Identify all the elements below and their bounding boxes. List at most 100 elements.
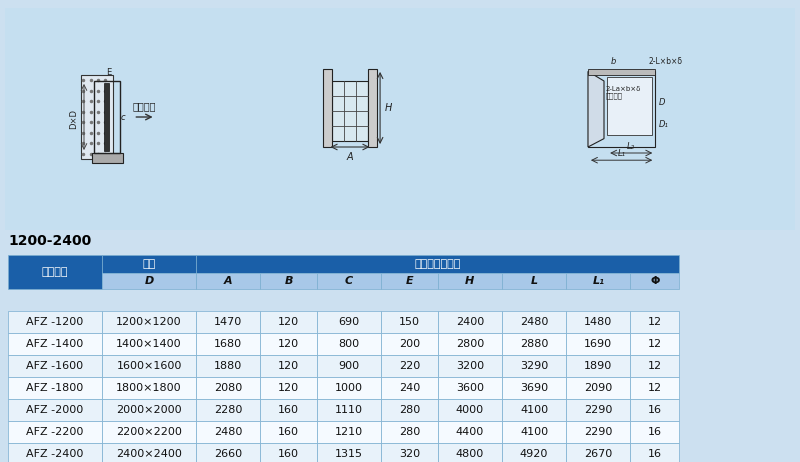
Bar <box>8 255 102 289</box>
Bar <box>323 69 333 147</box>
Text: L₁: L₁ <box>618 149 626 158</box>
Bar <box>381 443 438 462</box>
Bar <box>566 377 630 399</box>
Text: 1680: 1680 <box>214 339 242 349</box>
Bar <box>502 399 566 421</box>
Bar <box>261 311 317 333</box>
Text: 16: 16 <box>648 449 662 459</box>
Text: 160: 160 <box>278 449 299 459</box>
Bar <box>502 421 566 443</box>
Text: AFZ -1600: AFZ -1600 <box>26 361 84 371</box>
Polygon shape <box>588 72 604 147</box>
Text: D₁: D₁ <box>658 120 668 128</box>
Bar <box>630 355 679 377</box>
Text: 160: 160 <box>278 427 299 437</box>
Bar <box>630 333 679 355</box>
Text: AFZ -2200: AFZ -2200 <box>26 427 84 437</box>
Bar <box>630 443 679 462</box>
Bar <box>196 255 679 273</box>
Text: Φ: Φ <box>650 276 659 286</box>
Bar <box>102 443 196 462</box>
Bar <box>8 443 102 462</box>
Text: 2800: 2800 <box>456 339 484 349</box>
Bar <box>502 377 566 399</box>
Bar <box>317 333 381 355</box>
Bar <box>261 443 317 462</box>
Bar <box>317 311 381 333</box>
Bar <box>438 399 502 421</box>
Bar <box>317 273 381 289</box>
Bar <box>317 377 381 399</box>
Bar <box>502 311 566 333</box>
Text: 4100: 4100 <box>520 405 548 415</box>
Text: 2880: 2880 <box>520 339 548 349</box>
Text: C: C <box>345 276 353 286</box>
Bar <box>102 399 196 421</box>
Text: 4100: 4100 <box>520 427 548 437</box>
Text: 2090: 2090 <box>584 383 613 393</box>
Text: D×D: D×D <box>69 109 78 129</box>
Text: 1315: 1315 <box>335 449 363 459</box>
Text: 型号规格: 型号规格 <box>42 267 68 277</box>
Text: 预埋钢板: 预埋钢板 <box>606 93 622 99</box>
Bar <box>438 273 502 289</box>
Text: A: A <box>346 152 354 162</box>
Bar <box>196 333 261 355</box>
Bar <box>566 355 630 377</box>
Text: L: L <box>530 276 538 286</box>
Text: AFZ -2000: AFZ -2000 <box>26 405 84 415</box>
Text: 120: 120 <box>278 339 299 349</box>
Bar <box>438 333 502 355</box>
Bar <box>438 443 502 462</box>
Bar <box>566 421 630 443</box>
Bar <box>438 311 502 333</box>
Text: 2290: 2290 <box>584 427 613 437</box>
Text: 3690: 3690 <box>520 383 548 393</box>
Bar <box>630 311 679 333</box>
Text: 1800×1800: 1800×1800 <box>116 383 182 393</box>
Bar <box>502 443 566 462</box>
Text: L₂: L₂ <box>627 141 635 151</box>
Text: 16: 16 <box>648 405 662 415</box>
Text: 4400: 4400 <box>456 427 484 437</box>
Text: 2-La×b×δ: 2-La×b×δ <box>606 85 641 91</box>
Bar <box>317 421 381 443</box>
Text: 2290: 2290 <box>584 405 613 415</box>
Bar <box>317 355 381 377</box>
Bar <box>588 72 655 147</box>
Text: 2670: 2670 <box>584 449 613 459</box>
Text: D: D <box>145 276 154 286</box>
Text: 160: 160 <box>278 405 299 415</box>
Text: 外形及安装尺寸: 外形及安装尺寸 <box>414 259 461 269</box>
Bar <box>317 399 381 421</box>
Bar <box>381 273 438 289</box>
Bar <box>317 443 381 462</box>
Text: b: b <box>611 57 616 66</box>
Bar <box>102 333 196 355</box>
Bar <box>381 399 438 421</box>
Text: 1470: 1470 <box>214 317 242 327</box>
Text: E: E <box>406 276 414 286</box>
Text: A: A <box>224 276 233 286</box>
Text: 900: 900 <box>338 361 360 371</box>
Text: 3290: 3290 <box>520 361 548 371</box>
Bar <box>381 311 438 333</box>
Text: 120: 120 <box>278 317 299 327</box>
Bar <box>261 377 317 399</box>
Bar <box>8 399 102 421</box>
Bar <box>103 84 109 151</box>
Text: 4920: 4920 <box>520 449 548 459</box>
Bar <box>438 421 502 443</box>
Bar <box>566 273 630 289</box>
Text: L₁: L₁ <box>592 276 604 286</box>
Text: 2660: 2660 <box>214 449 242 459</box>
Text: 1600×1600: 1600×1600 <box>117 361 182 371</box>
Text: 3200: 3200 <box>456 361 484 371</box>
Text: 2480: 2480 <box>520 317 548 327</box>
Text: 12: 12 <box>648 317 662 327</box>
Bar <box>102 355 196 377</box>
Bar <box>8 421 102 443</box>
Bar <box>502 355 566 377</box>
Text: 口径: 口径 <box>142 259 156 269</box>
Text: 1690: 1690 <box>584 339 613 349</box>
